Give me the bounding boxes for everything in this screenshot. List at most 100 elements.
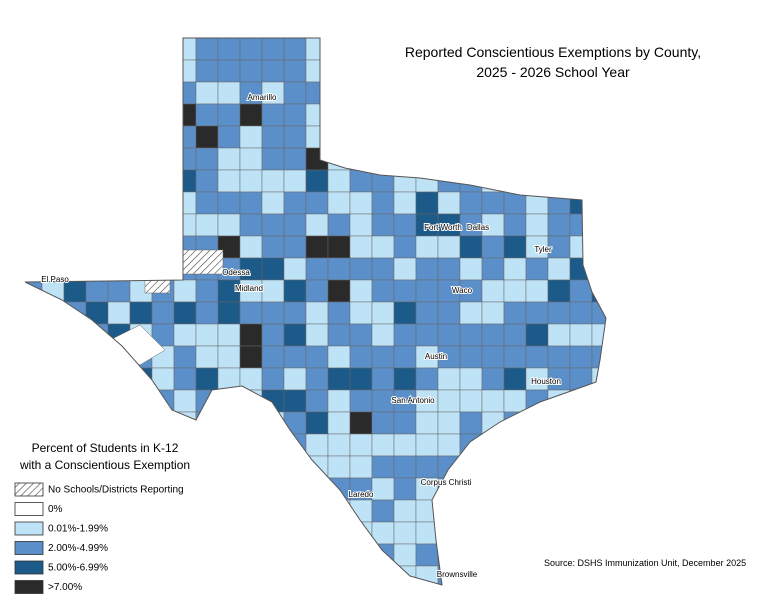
- county: [217, 455, 241, 479]
- county: [218, 588, 240, 601]
- county: [85, 169, 109, 193]
- county: [25, 301, 43, 325]
- county: [503, 81, 527, 105]
- county: [525, 389, 549, 413]
- county: [283, 455, 307, 479]
- county: [261, 235, 285, 259]
- county: [63, 38, 87, 61]
- county: [569, 81, 593, 105]
- county: [173, 38, 197, 61]
- county: [503, 455, 527, 479]
- legend-label: 0.01%-1.99%: [48, 524, 108, 535]
- county: [547, 323, 571, 347]
- county: [261, 257, 285, 281]
- legend-label: 5.00%-6.99%: [48, 563, 108, 574]
- county: [371, 565, 395, 585]
- county: [261, 59, 285, 83]
- county: [305, 213, 329, 237]
- county: [547, 103, 571, 127]
- county: [525, 257, 549, 281]
- county: [503, 521, 527, 545]
- county: [41, 213, 65, 237]
- county: [217, 477, 241, 501]
- county: [305, 477, 329, 501]
- county: [85, 191, 109, 215]
- county: [107, 191, 131, 215]
- county: [569, 411, 593, 435]
- county: [569, 235, 593, 259]
- county: [437, 147, 461, 171]
- county: [371, 235, 395, 259]
- county: [151, 565, 175, 585]
- county: [591, 389, 606, 413]
- county: [239, 59, 263, 83]
- county: [547, 345, 571, 369]
- county: [349, 213, 373, 237]
- county: [239, 301, 263, 325]
- city-labels: Amarillo El Paso Odessa Midland Fort Worth Da…: [40, 92, 562, 580]
- county: [415, 257, 439, 281]
- county: [173, 389, 197, 413]
- county: [151, 301, 175, 325]
- county: [41, 38, 65, 61]
- county: [393, 103, 417, 127]
- county: [25, 59, 43, 83]
- county: [217, 499, 241, 523]
- county: [63, 499, 87, 523]
- county: [503, 477, 527, 501]
- county: [25, 257, 43, 281]
- county: [459, 389, 483, 413]
- county: [349, 191, 373, 215]
- county: [41, 191, 65, 215]
- county: [569, 323, 593, 347]
- county: [129, 301, 153, 325]
- county: [305, 103, 329, 127]
- county: [283, 38, 307, 61]
- county: [415, 169, 439, 193]
- county: [569, 367, 593, 391]
- county: [393, 147, 417, 171]
- county: [85, 147, 109, 171]
- county: [239, 38, 263, 61]
- county: [393, 433, 417, 457]
- county: [525, 103, 549, 127]
- county: [25, 38, 43, 61]
- county: [151, 125, 175, 149]
- county: [371, 543, 395, 567]
- county: [547, 433, 571, 457]
- county: [503, 103, 527, 127]
- county: [283, 521, 307, 545]
- county: [415, 147, 439, 171]
- county: [349, 103, 373, 127]
- county: [437, 521, 461, 545]
- county: [415, 499, 439, 523]
- county: [63, 323, 87, 347]
- county: [437, 323, 461, 347]
- county: [283, 279, 307, 303]
- county: [239, 125, 263, 149]
- county: [261, 345, 285, 369]
- county: [547, 301, 571, 325]
- county: [41, 367, 65, 391]
- county: [239, 433, 263, 457]
- county: [240, 588, 262, 601]
- county: [261, 521, 285, 545]
- county: [41, 323, 65, 347]
- county: [107, 125, 131, 149]
- county: [85, 235, 109, 259]
- county: [547, 213, 571, 237]
- city-label: Midland: [235, 284, 263, 293]
- county: [525, 169, 549, 193]
- county: [107, 565, 131, 585]
- county: [151, 411, 175, 435]
- county: [525, 565, 549, 585]
- county: [503, 565, 527, 585]
- county: [393, 367, 417, 391]
- county: [547, 169, 571, 193]
- county: [459, 323, 483, 347]
- county: [437, 235, 461, 259]
- county: [459, 103, 483, 127]
- county: [503, 543, 527, 567]
- county: [239, 499, 263, 523]
- county: [25, 367, 43, 391]
